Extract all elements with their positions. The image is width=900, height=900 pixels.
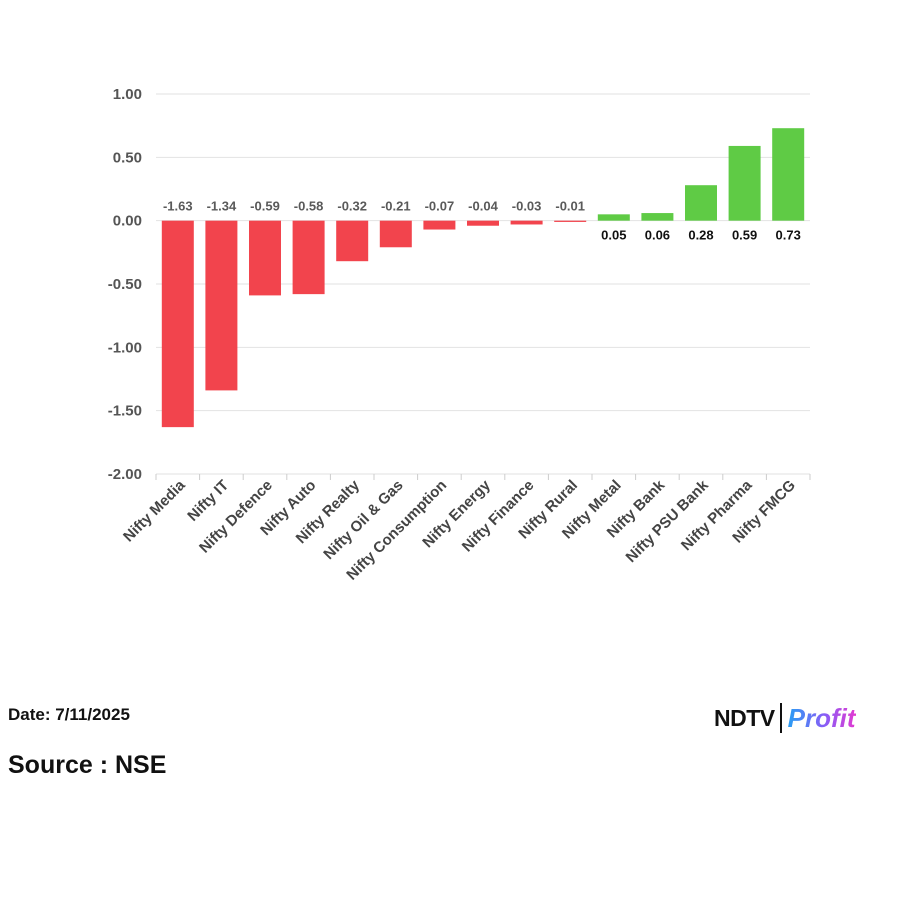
data-label: 0.59: [732, 228, 757, 243]
y-tick-label: -1.50: [108, 403, 142, 420]
data-label: -0.04: [468, 199, 498, 214]
date-label: Date: 7/11/2025: [8, 705, 130, 724]
data-label: -0.32: [337, 199, 367, 214]
ndtv-profit-logo: NDTV Profit: [714, 700, 856, 736]
bar-nifty-oil-gas: [379, 220, 412, 248]
bar-chart: 1.000.500.00-0.50-1.00-1.50-2.00 -1.63 -1…: [108, 86, 811, 584]
data-labels: -1.63 -1.34 -0.59 -0.58 -0.32 -0.21 -0.07 -0.04…: [163, 199, 801, 243]
bar-nifty-defence: [249, 220, 281, 296]
logo-divider: [779, 703, 782, 733]
data-label: 0.73: [776, 228, 801, 243]
bar-nifty-realty: [336, 220, 369, 262]
y-tick-label: 0.50: [113, 149, 142, 166]
bars: [161, 128, 805, 428]
bar-nifty-finance: [510, 220, 543, 225]
data-label: 0.06: [645, 228, 670, 243]
data-label: -1.63: [163, 199, 193, 214]
y-tick-label: -1.00: [108, 339, 142, 356]
data-label: -0.01: [555, 199, 585, 214]
bar-nifty-rural: [554, 220, 587, 222]
bar-nifty-consumption: [423, 220, 456, 230]
data-label: -0.07: [425, 199, 455, 214]
data-label: -0.03: [512, 199, 542, 214]
y-tick-label: 0.00: [113, 213, 142, 230]
data-label: -0.58: [294, 199, 324, 214]
bar-nifty-metal: [597, 214, 630, 221]
y-tick-label: -0.50: [108, 276, 142, 293]
x-tick-label: Nifty Media: [120, 476, 189, 545]
y-tick-label: -2.00: [108, 466, 142, 483]
source-label: Source : NSE: [8, 751, 167, 779]
bar-nifty-bank: [641, 213, 674, 221]
data-label: -0.21: [381, 199, 411, 214]
data-label: 0.28: [688, 228, 713, 243]
data-label: -1.34: [207, 199, 237, 214]
data-label: -0.59: [250, 199, 280, 214]
bar-nifty-it: [205, 220, 238, 391]
bar-nifty-energy: [467, 220, 499, 226]
bar-nifty-psu-bank: [685, 185, 717, 221]
y-axis: 1.00 0.50 0.00 -0.50 -1.00 -1.50 -2.00: [108, 86, 142, 483]
bar-nifty-pharma: [728, 145, 761, 221]
y-tick-label: 1.00: [113, 86, 142, 103]
logo-profit-text: Profit: [787, 702, 856, 733]
bar-nifty-fmcg: [772, 128, 805, 221]
data-label: 0.05: [601, 228, 626, 243]
logo-ndtv-text: NDTV: [714, 704, 775, 731]
bar-nifty-auto: [292, 220, 325, 295]
bar-nifty-media: [161, 220, 194, 428]
